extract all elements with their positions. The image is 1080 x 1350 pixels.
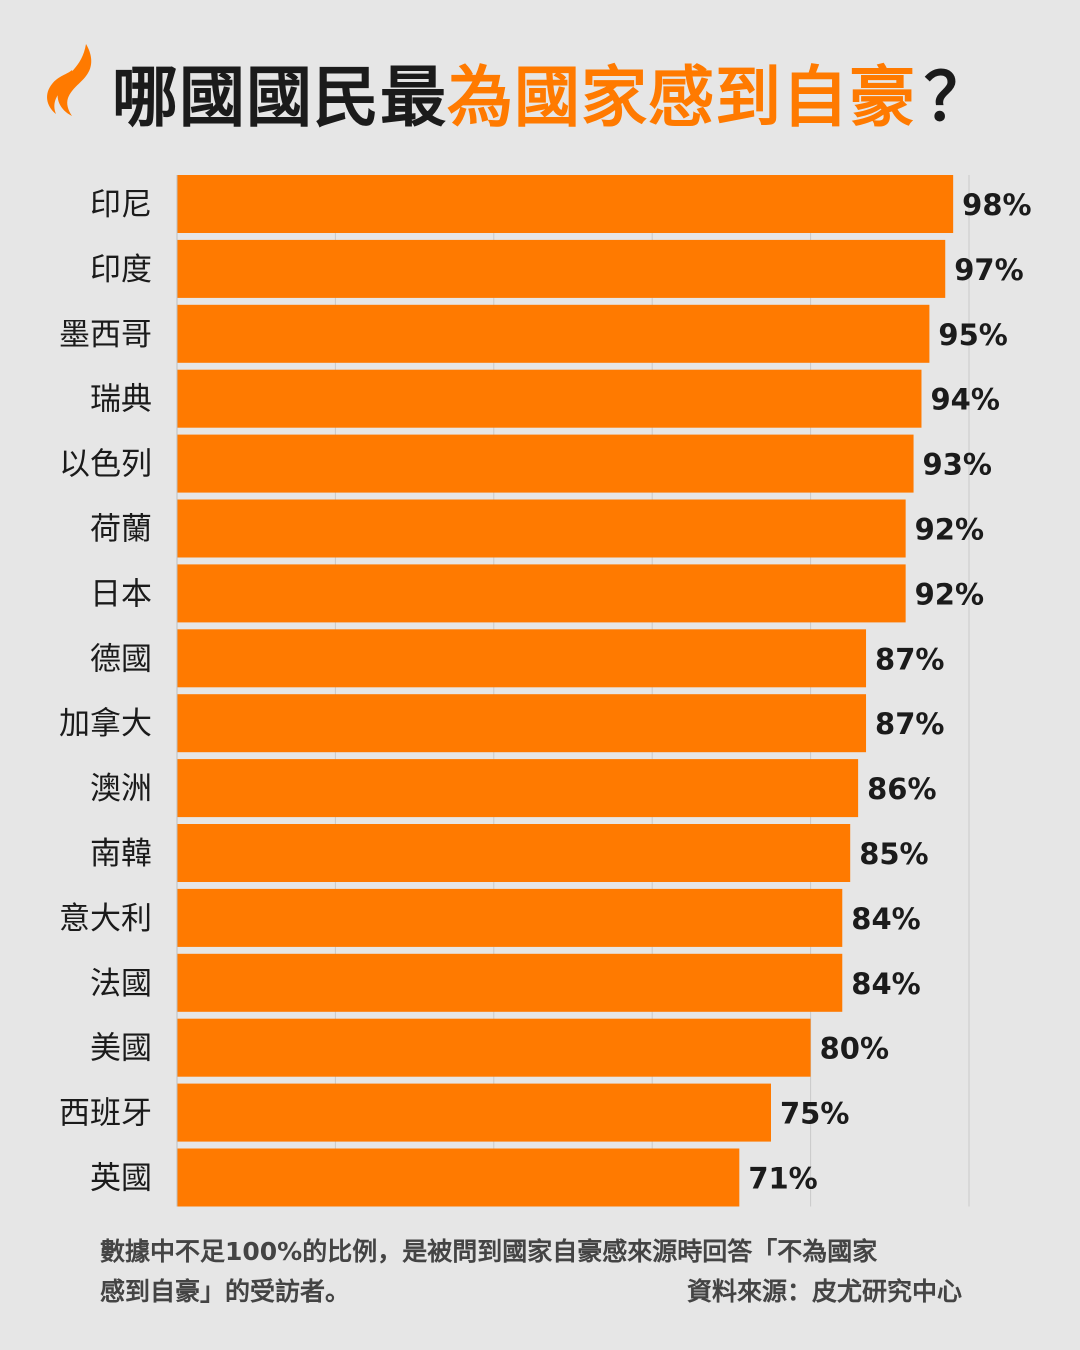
category-label: 澳洲 bbox=[90, 771, 152, 807]
footnote-line-2: 感到自豪」的受訪者。 bbox=[100, 1277, 351, 1306]
bar bbox=[177, 888, 843, 947]
category-label: 印度 bbox=[90, 252, 152, 288]
bar bbox=[177, 824, 851, 882]
category-label: 意大利 bbox=[59, 901, 152, 937]
category-label: 瑞典 bbox=[90, 382, 152, 418]
bar bbox=[177, 759, 859, 818]
value-label: 87% bbox=[875, 707, 944, 741]
value-label: 92% bbox=[915, 513, 984, 547]
value-label: 71% bbox=[748, 1162, 817, 1196]
bar bbox=[177, 175, 954, 233]
category-label: 英國 bbox=[90, 1161, 152, 1197]
footnote-line-1: 數據中不足100%的比例，是被問到國家自豪感來源時回答「不為國家 bbox=[100, 1237, 878, 1266]
sbs-logo-icon bbox=[47, 44, 92, 116]
bar bbox=[177, 953, 843, 1012]
bar bbox=[177, 304, 930, 363]
footnote: 數據中不足100%的比例，是被問到國家自豪感來源時回答「不為國家 感到自豪」的受… bbox=[100, 1232, 962, 1312]
category-label: 加拿大 bbox=[59, 706, 152, 742]
value-label: 86% bbox=[867, 772, 936, 806]
value-label: 94% bbox=[930, 383, 999, 417]
value-label: 84% bbox=[851, 902, 920, 936]
category-label: 日本 bbox=[90, 576, 152, 612]
category-label: 德國 bbox=[90, 641, 152, 677]
bar bbox=[177, 1018, 811, 1077]
bar bbox=[177, 1148, 740, 1207]
category-label: 以色列 bbox=[59, 447, 152, 483]
title-part-accent: 為國家感到自豪 bbox=[447, 59, 916, 136]
category-label: 南韓 bbox=[90, 836, 152, 872]
bar bbox=[177, 564, 906, 623]
value-label: 98% bbox=[962, 188, 1031, 222]
category-label: 荷蘭 bbox=[90, 512, 152, 548]
category-label: 墨西哥 bbox=[59, 317, 152, 353]
value-label: 93% bbox=[923, 448, 992, 482]
bar bbox=[177, 434, 914, 493]
title-question-mark: ？ bbox=[924, 59, 991, 136]
source-credit: 資料來源：皮尤研究中心 bbox=[686, 1277, 962, 1306]
category-label: 印尼 bbox=[90, 187, 152, 223]
bar bbox=[177, 369, 922, 428]
value-label: 92% bbox=[915, 577, 984, 611]
value-label: 95% bbox=[938, 318, 1007, 352]
bar bbox=[177, 499, 906, 558]
value-label: 97% bbox=[954, 253, 1023, 287]
value-label: 84% bbox=[851, 967, 920, 1001]
bar bbox=[177, 694, 867, 753]
bar-chart: 印尼 98% 印度 97% 墨西哥 95% 瑞典 94% 以色列 93% 荷蘭 92% 日本 92% 德國 8… bbox=[59, 175, 1032, 1207]
bar bbox=[177, 629, 867, 688]
category-label: 法國 bbox=[90, 966, 152, 1002]
title-part-dark: 哪國國民最 bbox=[112, 59, 447, 136]
value-label: 80% bbox=[820, 1032, 889, 1066]
category-label: 西班牙 bbox=[59, 1096, 152, 1132]
category-label: 美國 bbox=[90, 1031, 152, 1067]
value-label: 75% bbox=[780, 1097, 849, 1131]
bar bbox=[177, 239, 946, 298]
page-title: 哪國國民最為國家感到自豪？ bbox=[112, 58, 991, 138]
value-label: 85% bbox=[859, 837, 928, 871]
value-label: 87% bbox=[875, 642, 944, 676]
bar bbox=[177, 1083, 771, 1142]
